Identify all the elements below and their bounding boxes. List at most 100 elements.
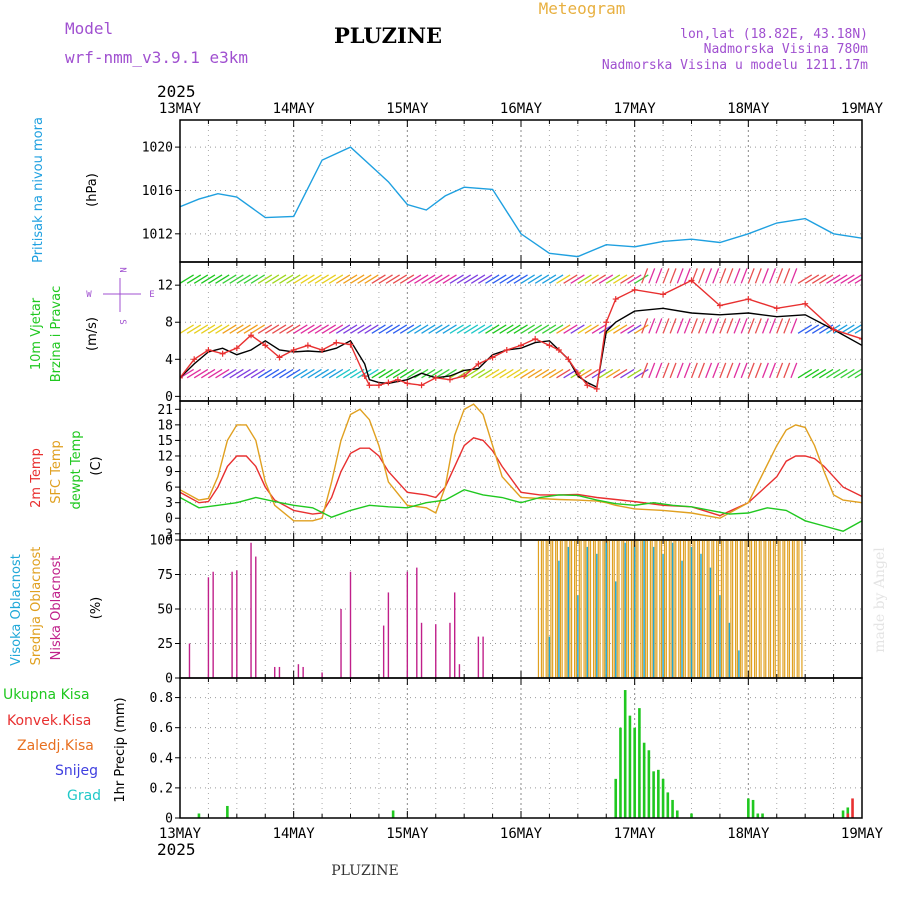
y-tick-label: 0 bbox=[165, 812, 173, 827]
wind-barb bbox=[236, 324, 251, 334]
bar-total_precip bbox=[657, 769, 660, 818]
wind-barb bbox=[833, 368, 848, 379]
bar-mid_cloud bbox=[537, 540, 543, 678]
wind-title-1: 10m Vjetar bbox=[29, 297, 44, 370]
bar-mid_cloud bbox=[736, 540, 741, 678]
wind-barb bbox=[712, 318, 720, 334]
y-tick-label: 1016 bbox=[142, 184, 173, 199]
bar-mid_cloud bbox=[679, 540, 685, 678]
bar-mid_cloud bbox=[703, 540, 708, 678]
gust-marker bbox=[262, 342, 269, 349]
wind-barb bbox=[754, 318, 762, 334]
wind-title-2: Brzina i Pravac bbox=[49, 286, 64, 383]
wind-barb bbox=[740, 362, 748, 379]
wind-barb bbox=[541, 368, 557, 379]
wind-barb bbox=[797, 274, 813, 284]
bar-high_cloud bbox=[681, 560, 683, 678]
wind-barb bbox=[193, 324, 209, 334]
wind-barb bbox=[321, 274, 337, 284]
date-label-bottom: 14MAY bbox=[273, 826, 316, 842]
bar-low_cloud bbox=[188, 643, 191, 678]
year-top: 2025 bbox=[157, 82, 196, 101]
date-label-top: 14MAY bbox=[273, 101, 316, 117]
wind-barb bbox=[861, 282, 862, 284]
wind-barb bbox=[570, 274, 585, 284]
wind-barb bbox=[570, 324, 585, 334]
wind-barb bbox=[797, 324, 813, 334]
bar-high_cloud bbox=[633, 546, 636, 678]
wind-barb bbox=[470, 324, 486, 334]
bar-low_cloud bbox=[212, 571, 214, 678]
legend-snow: Snijeg bbox=[55, 763, 98, 779]
date-label-top: 17MAY bbox=[614, 101, 657, 117]
wind-barb bbox=[286, 368, 301, 379]
bar-high_cloud bbox=[577, 595, 579, 678]
bar-mid_cloud bbox=[713, 540, 718, 678]
wind-barb bbox=[478, 324, 493, 334]
wind-barb bbox=[186, 274, 202, 284]
high-cloud-title: Visoka Oblacnost bbox=[9, 554, 24, 666]
bar-low_cloud bbox=[449, 622, 451, 678]
bar-high_cloud bbox=[596, 553, 598, 678]
wind-barb bbox=[605, 324, 621, 334]
product-title: Meteogram bbox=[539, 0, 626, 18]
wind-barb bbox=[343, 324, 358, 334]
wind-barb bbox=[776, 318, 784, 334]
wind-barb bbox=[485, 368, 500, 379]
bar-conv_precip bbox=[846, 813, 850, 818]
date-label-top: 13MAY bbox=[159, 101, 202, 117]
y-tick-label: 12 bbox=[157, 279, 173, 294]
bar-mid_cloud bbox=[717, 540, 723, 678]
wind-barb bbox=[215, 274, 230, 284]
wind-barb bbox=[676, 318, 684, 334]
wind-barb bbox=[840, 368, 855, 379]
y-tick-label: 0.4 bbox=[150, 751, 174, 766]
bar-high_cloud bbox=[719, 595, 721, 678]
wind-barb bbox=[783, 268, 791, 284]
wind-barb bbox=[733, 318, 741, 334]
bar-total_precip bbox=[671, 799, 674, 818]
wind-barb bbox=[549, 324, 564, 334]
wind-barb bbox=[506, 324, 521, 334]
bar-mid_cloud bbox=[774, 540, 779, 678]
cloud-unit: (%) bbox=[89, 597, 104, 620]
wind-barb bbox=[435, 368, 450, 379]
bar-high_cloud bbox=[709, 567, 712, 678]
gust-marker bbox=[565, 356, 572, 363]
wind-barb bbox=[300, 324, 315, 334]
wind-barb bbox=[527, 368, 543, 379]
y-tick-label: 0.2 bbox=[150, 781, 173, 796]
wind-barb bbox=[761, 268, 769, 284]
gust-marker bbox=[593, 385, 600, 392]
wind-barb bbox=[229, 324, 244, 334]
date-label-top: 18MAY bbox=[727, 101, 770, 117]
gust-marker bbox=[394, 376, 401, 383]
bar-high_cloud bbox=[700, 553, 702, 678]
wind-barb bbox=[485, 324, 500, 334]
wind-barb bbox=[534, 274, 550, 284]
wind-barb bbox=[648, 318, 656, 334]
wind-barb bbox=[314, 368, 329, 379]
wind-barb bbox=[392, 274, 408, 284]
bar-mid_cloud bbox=[760, 540, 765, 678]
wind-barb bbox=[761, 318, 769, 334]
wind-barb bbox=[712, 268, 720, 284]
gust-marker bbox=[233, 345, 240, 352]
wind-barb bbox=[697, 268, 706, 284]
wind-barb bbox=[428, 324, 443, 334]
date-label-bottom: 13MAY bbox=[159, 826, 202, 842]
bar-total_precip bbox=[756, 813, 760, 818]
wind-barb bbox=[847, 324, 862, 334]
bar-mid_cloud bbox=[660, 540, 666, 678]
bar-total_precip bbox=[638, 708, 641, 818]
bar-mid_cloud bbox=[556, 540, 561, 678]
gust-marker bbox=[219, 350, 226, 357]
wind-barb bbox=[840, 274, 855, 284]
wind-barb bbox=[243, 274, 258, 284]
bar-total_precip bbox=[647, 750, 651, 818]
wind-barb bbox=[485, 274, 500, 284]
bar-total_precip bbox=[642, 742, 646, 818]
bar-low_cloud bbox=[274, 666, 276, 678]
model-elevation-label: Nadmorska Visina u modelu 1211.17m bbox=[602, 58, 868, 73]
wind-barb bbox=[307, 324, 322, 334]
